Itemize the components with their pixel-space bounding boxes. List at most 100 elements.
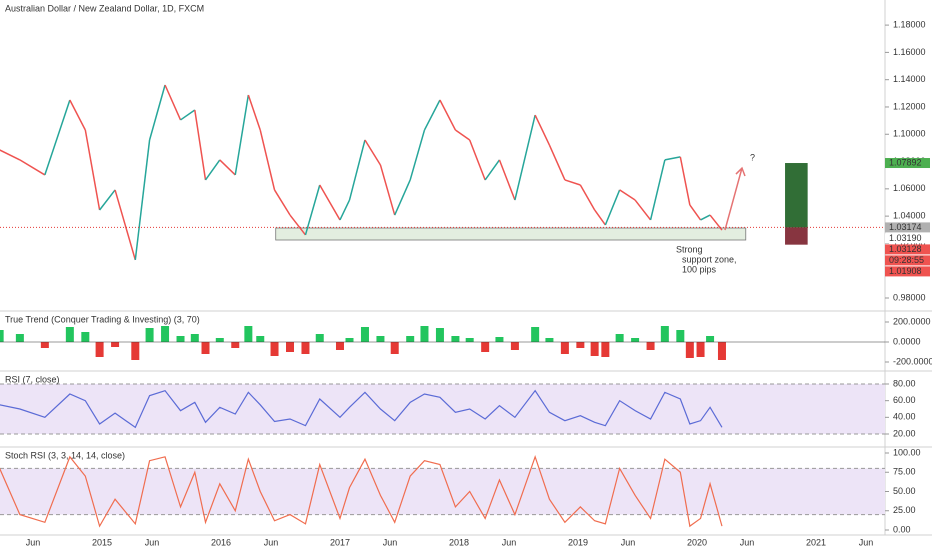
bar bbox=[376, 336, 385, 342]
price-segment bbox=[180, 109, 196, 121]
bar bbox=[190, 334, 199, 342]
x-tick-label: Jun bbox=[145, 537, 160, 547]
annotation: support zone, bbox=[682, 254, 737, 264]
bar bbox=[335, 342, 344, 350]
bar bbox=[81, 332, 90, 342]
price-tag bbox=[885, 222, 930, 233]
y-tick-label: 100.00 bbox=[893, 447, 921, 457]
price-segment bbox=[148, 84, 166, 141]
price-segment bbox=[99, 189, 116, 211]
price-segment bbox=[700, 214, 711, 221]
annotation: 100 pips bbox=[682, 264, 717, 274]
price-segment bbox=[259, 129, 276, 191]
bar bbox=[176, 336, 185, 342]
bar bbox=[231, 342, 240, 348]
x-tick-label: 2017 bbox=[330, 537, 350, 547]
price-segment bbox=[84, 129, 101, 211]
bar bbox=[15, 334, 24, 342]
price-segment bbox=[423, 99, 441, 131]
chart-title: Australian Dollar / New Zealand Dollar, … bbox=[5, 3, 204, 13]
price-tag-label: 1.01908 bbox=[889, 266, 922, 276]
price-segment bbox=[219, 159, 236, 176]
x-tick-label: Jun bbox=[621, 537, 636, 547]
price-segment bbox=[348, 139, 366, 201]
bar bbox=[576, 342, 585, 348]
price-segment bbox=[709, 214, 723, 231]
x-tick-label: Jun bbox=[502, 537, 517, 547]
bar bbox=[481, 342, 490, 352]
bar bbox=[111, 342, 120, 347]
bar bbox=[0, 330, 4, 342]
price-tag bbox=[885, 266, 930, 277]
band bbox=[0, 384, 885, 434]
price-segment bbox=[514, 114, 536, 201]
x-tick-label: 2021 bbox=[806, 537, 826, 547]
price-segment bbox=[339, 199, 351, 221]
bar bbox=[646, 342, 655, 350]
bar bbox=[315, 334, 324, 342]
y-tick-label: -200.0000 bbox=[893, 356, 932, 366]
price-segment bbox=[134, 139, 151, 261]
price-segment bbox=[234, 94, 250, 176]
price-segment bbox=[44, 99, 71, 176]
bar bbox=[717, 342, 726, 360]
price-segment bbox=[409, 129, 426, 181]
price-tag bbox=[885, 233, 930, 244]
y-tick-label: 200.0000 bbox=[893, 316, 931, 326]
price-segment bbox=[164, 84, 182, 121]
y-tick-label: 1.10000 bbox=[893, 129, 926, 139]
y-tick-label: 75.00 bbox=[893, 467, 916, 477]
bar bbox=[495, 337, 504, 342]
price-segment bbox=[273, 189, 291, 216]
y-tick-label: 20.00 bbox=[893, 428, 916, 438]
position-target bbox=[785, 163, 808, 228]
bar bbox=[631, 338, 640, 342]
price-segment bbox=[498, 159, 516, 201]
bar bbox=[215, 338, 224, 342]
annotation: Strong bbox=[676, 244, 703, 254]
x-tick-label: Jun bbox=[264, 537, 279, 547]
price-segment bbox=[394, 179, 411, 216]
y-tick-label: 60.00 bbox=[893, 395, 916, 405]
bar bbox=[660, 326, 669, 342]
x-tick-label: 2019 bbox=[568, 537, 588, 547]
bar bbox=[161, 326, 170, 342]
bar bbox=[256, 336, 265, 342]
price-segment bbox=[319, 184, 341, 221]
price-segment bbox=[289, 214, 307, 236]
countdown: 09:28:55 bbox=[889, 255, 924, 265]
x-tick-label: Jun bbox=[859, 537, 874, 547]
price-segment bbox=[679, 156, 691, 206]
x-tick-label: Jun bbox=[26, 537, 41, 547]
price-segment bbox=[19, 159, 46, 176]
y-tick-label: 80.00 bbox=[893, 378, 916, 388]
y-tick-label: 0.0000 bbox=[893, 336, 921, 346]
price-tag-label: 1.03174 bbox=[889, 222, 922, 232]
price-segment bbox=[454, 129, 471, 141]
price-tag-label: 1.03128 bbox=[889, 244, 922, 254]
y-tick-label: 1.04000 bbox=[893, 211, 926, 221]
annotation: ? bbox=[750, 152, 755, 162]
position-stop bbox=[785, 227, 808, 245]
price-segment bbox=[364, 139, 382, 166]
price-segment bbox=[0, 149, 21, 161]
bar bbox=[201, 342, 210, 354]
price-segment bbox=[114, 189, 137, 261]
bar bbox=[685, 342, 694, 358]
bar bbox=[696, 342, 705, 357]
x-tick-label: 2018 bbox=[449, 537, 469, 547]
price-segment bbox=[649, 159, 666, 221]
y-tick-label: 1.06000 bbox=[893, 183, 926, 193]
x-tick-label: Jun bbox=[740, 537, 755, 547]
bar bbox=[40, 342, 49, 348]
price-segment bbox=[194, 109, 207, 181]
price-segment bbox=[579, 184, 596, 211]
bar bbox=[510, 342, 519, 350]
bar bbox=[615, 334, 624, 342]
bar bbox=[270, 342, 279, 356]
bar bbox=[451, 336, 460, 342]
panel-title: RSI (7, close) bbox=[5, 374, 60, 384]
y-tick-label: 50.00 bbox=[893, 486, 916, 496]
bar bbox=[706, 336, 715, 342]
